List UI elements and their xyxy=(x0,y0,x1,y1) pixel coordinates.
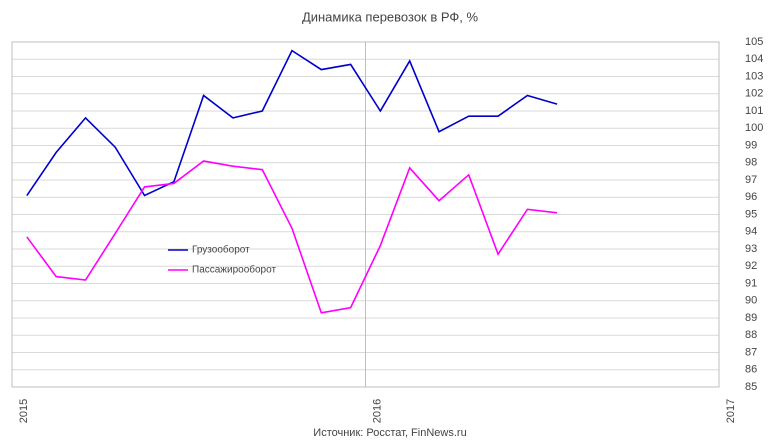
y-tick-label: 95 xyxy=(745,208,757,220)
legend-label: Пассажирооборот xyxy=(192,264,276,276)
y-tick-label: 86 xyxy=(745,364,757,376)
y-tick-label: 93 xyxy=(745,243,757,255)
y-tick-label: 104 xyxy=(745,53,763,65)
y-tick-label: 105 xyxy=(745,36,763,48)
source-note: Источник: Росстат, FinNews.ru xyxy=(313,427,466,439)
legend-label: Грузооборот xyxy=(192,244,250,256)
y-tick-label: 92 xyxy=(745,260,757,272)
y-tick-label: 88 xyxy=(745,329,757,341)
y-tick-label: 101 xyxy=(745,105,763,117)
y-tick-label: 89 xyxy=(745,312,757,324)
x-tick-label: 2015 xyxy=(18,399,30,423)
series-line xyxy=(26,160,558,314)
y-tick-label: 98 xyxy=(745,157,757,169)
y-tick-label: 96 xyxy=(745,191,757,203)
chart-title: Динамика перевозок в РФ, % xyxy=(302,9,479,24)
y-tick-label: 91 xyxy=(745,277,757,289)
y-tick-label: 94 xyxy=(745,226,757,238)
plot-frame xyxy=(11,41,720,388)
x-tick-label: 2016 xyxy=(371,399,383,423)
y-tick-label: 90 xyxy=(745,295,757,307)
y-tick-label: 102 xyxy=(745,88,763,100)
y-tick-label: 100 xyxy=(745,122,763,134)
x-tick-label: 2017 xyxy=(725,399,737,423)
y-tick-label: 97 xyxy=(745,174,757,186)
y-tick-label: 103 xyxy=(745,70,763,82)
series-line xyxy=(26,49,558,197)
y-tick-label: 85 xyxy=(745,381,757,393)
y-tick-label: 87 xyxy=(745,346,757,358)
y-tick-label: 99 xyxy=(745,139,757,151)
